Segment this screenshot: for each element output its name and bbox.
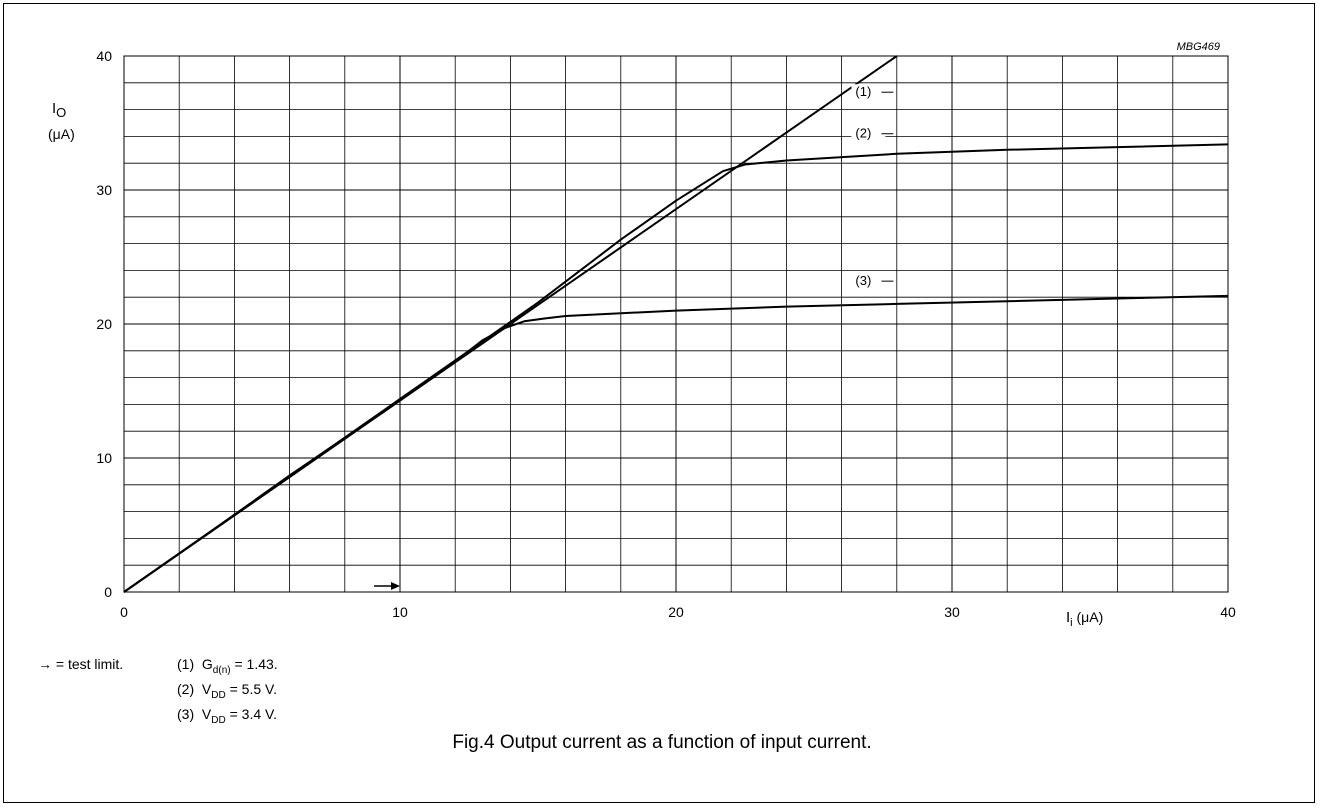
note-item-2: (2) VDD = 5.5 V. bbox=[177, 681, 277, 701]
y-tick-labels: 0 10 20 30 40 bbox=[96, 48, 112, 600]
y-axis-label-sub: O bbox=[56, 105, 66, 120]
plot-area-border bbox=[123, 55, 1229, 593]
series-label-2: (2) bbox=[855, 126, 871, 141]
y-axis-label: IO bbox=[52, 100, 66, 120]
x-tick-label: 20 bbox=[668, 604, 684, 620]
test-limit-text: = test limit. bbox=[55, 656, 124, 672]
y-tick-label: 20 bbox=[96, 316, 112, 332]
figure-caption: Fig.4 Output current as a function of in… bbox=[452, 732, 872, 753]
y-axis-unit: (μA) bbox=[48, 126, 75, 142]
figure-id: MBG469 bbox=[1177, 41, 1220, 53]
test-limit-arrow-head bbox=[391, 582, 400, 590]
series-label-background bbox=[851, 84, 886, 101]
note-symbol: V bbox=[201, 706, 212, 722]
note-number: (3) bbox=[177, 706, 195, 722]
series-label-background bbox=[851, 273, 886, 290]
series-labels: (1) (2) (3) bbox=[851, 84, 894, 290]
note-subscript: DD bbox=[211, 689, 226, 701]
x-axis-label: Ii (μA) bbox=[1066, 609, 1103, 629]
x-tick-label: 40 bbox=[1220, 604, 1236, 620]
note-subscript: DD bbox=[211, 714, 226, 726]
y-tick-label: 10 bbox=[96, 450, 112, 466]
test-limit-note: → = test limit. bbox=[38, 656, 123, 672]
series-line-3 bbox=[123, 294, 1229, 593]
x-axis-label-main: I bbox=[1066, 609, 1070, 626]
x-tick-label: 30 bbox=[944, 604, 960, 620]
arrow-icon: → bbox=[38, 656, 52, 672]
note-subscript: d(n) bbox=[212, 664, 231, 676]
note-item-3: (3) VDD = 3.4 V. bbox=[177, 706, 277, 726]
figure-frame bbox=[3, 3, 1315, 803]
note-symbol: V bbox=[201, 681, 212, 697]
note-symbol: G bbox=[201, 656, 213, 672]
note-value: = 1.43. bbox=[230, 656, 278, 672]
y-axis-label-main: I bbox=[52, 100, 56, 117]
test-limit-arrow bbox=[374, 582, 400, 590]
note-item-1: (1) Gd(n) = 1.43. bbox=[177, 656, 278, 676]
note-number: (2) bbox=[177, 681, 195, 697]
x-axis-label-sub: i bbox=[1070, 617, 1072, 629]
y-tick-label: 30 bbox=[96, 182, 112, 198]
y-tick-label: 0 bbox=[104, 584, 112, 600]
series-label-background bbox=[851, 125, 886, 142]
series-layer bbox=[123, 55, 1229, 593]
series-label-1: (1) bbox=[855, 84, 871, 99]
x-tick-label: 0 bbox=[120, 604, 128, 620]
series-label-3: (3) bbox=[855, 273, 871, 288]
note-value: = 5.5 V. bbox=[225, 681, 277, 697]
x-tick-labels: 0 10 20 30 40 bbox=[120, 604, 1236, 620]
x-axis-label-unit: (μA) bbox=[1073, 609, 1104, 625]
note-number: (1) bbox=[177, 656, 195, 672]
x-tick-label: 10 bbox=[392, 604, 408, 620]
y-tick-label: 40 bbox=[96, 48, 112, 64]
note-value: = 3.4 V. bbox=[225, 706, 277, 722]
